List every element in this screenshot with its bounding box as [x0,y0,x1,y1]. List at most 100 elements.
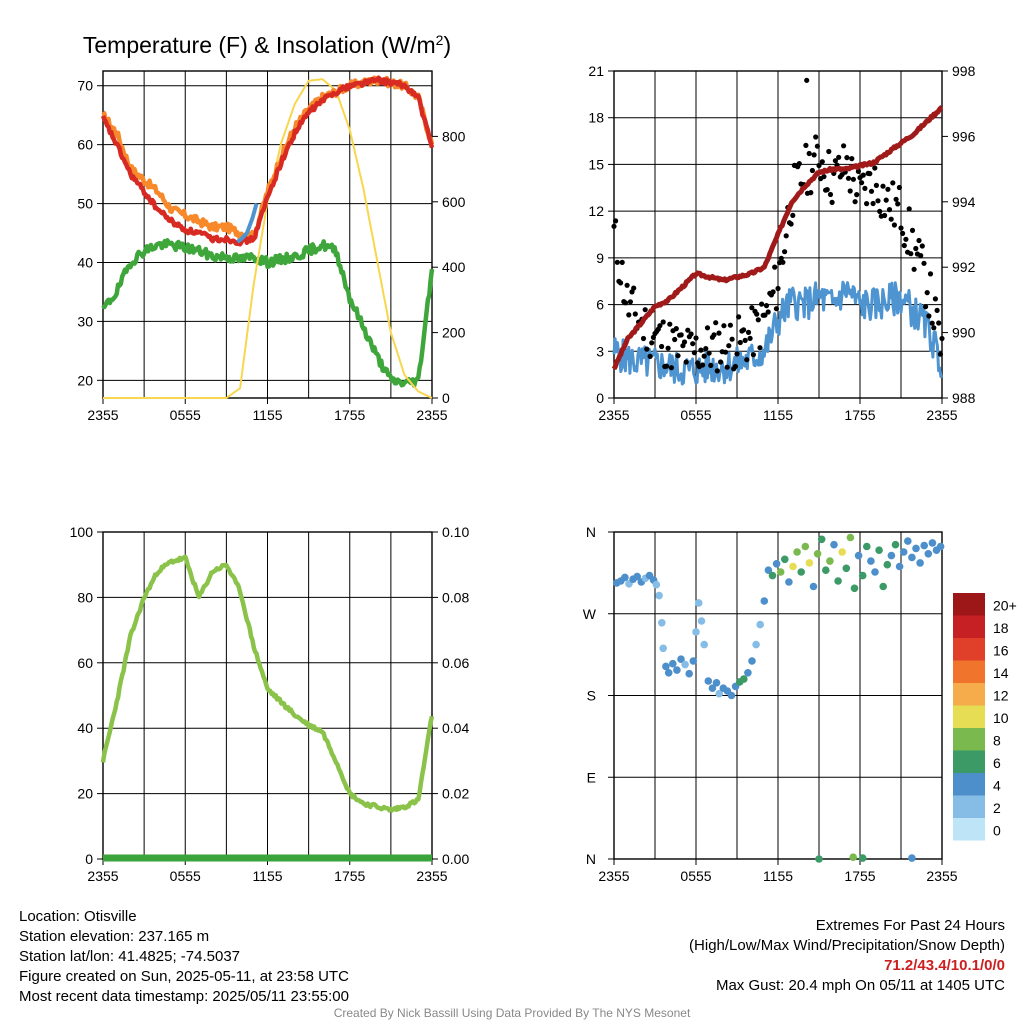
gust-point [913,245,919,252]
gust-point [929,320,935,326]
direction-point [809,582,818,591]
gust-point [708,362,714,368]
gust-point [714,368,720,374]
gust-point [932,296,939,302]
gust-point [690,341,696,347]
gust-point [693,335,699,341]
gust-point [741,327,747,333]
rh-xtick: 1755 [334,868,365,884]
gust-point [762,312,768,318]
gust-point [672,336,678,343]
gust-point [896,184,903,191]
gust-point [852,199,858,205]
direction-point [850,584,859,593]
extremes-title: Extremes For Past 24 Hours [815,917,1005,934]
direction-point [760,597,769,605]
gust-point [749,305,755,311]
temp-ytick-left: 20 [77,372,93,388]
direction-point [712,679,721,687]
direction-point [785,578,793,586]
direction-point [863,542,871,551]
rh-ytick-left: 100 [70,524,94,540]
direction-point [891,540,900,549]
gust-point [742,337,748,343]
gust-point [744,357,750,363]
temp-xtick: 1155 [252,407,282,423]
colorbar-swatch [953,705,985,728]
gust-point [681,339,688,345]
gust-point [854,192,860,198]
direction-point [875,546,883,554]
direction-point [655,591,663,600]
insolation-ytick-right: 800 [442,128,466,144]
gust-point [882,212,888,219]
gust-point [809,167,816,174]
temp-ytick-left: 50 [77,196,93,212]
gust-point [657,323,663,329]
gust-point [868,188,875,194]
gust-point [763,303,770,309]
gust-point [875,198,881,204]
gust-point [931,325,937,331]
gust-point [939,335,945,342]
colorbar-label: 14 [993,665,1009,681]
temp-ytick-left: 30 [77,313,93,329]
gust-point [678,332,684,338]
gust-point [926,313,932,319]
gust-point [898,225,904,231]
temp-xtick: 2355 [87,407,118,423]
direction-point [887,551,896,560]
direction-point [883,560,892,569]
colorbar-label: 4 [993,777,1001,793]
gust-point [893,196,899,202]
direction-point [849,853,857,861]
gust-point [765,309,771,315]
gust-point [665,345,671,351]
direction-point [673,666,681,674]
gust-point [711,332,717,338]
gust-point [675,353,681,359]
gust-point [877,208,883,214]
direction-point [867,557,875,565]
gust-point [614,259,620,265]
rh-xtick: 1155 [252,868,282,884]
colorbar-label: 6 [993,755,1001,771]
winds-xtick: 0555 [680,407,711,423]
gust-point [627,299,634,305]
rh-ytick-left: 40 [77,720,93,736]
direction-point [658,619,666,627]
direction-point [813,550,822,558]
temp-title-sup: 2 [436,32,444,48]
gust-point [909,227,916,233]
gust-point [668,365,675,371]
colorbar-label: 0 [993,822,1001,838]
gust-point [773,306,780,312]
direction-point [748,657,756,665]
colorbar-swatch [953,795,985,818]
dir-ytick: E [587,769,596,785]
temp-ytick-left: 60 [77,137,93,153]
gust-point [691,350,698,356]
direction-point [916,559,924,567]
gust-point [836,154,842,160]
gust-point [659,343,665,350]
direction-point [797,568,805,576]
gust-point [650,334,657,340]
pressure-ytick-right: 996 [952,128,976,144]
gust-point [757,345,763,351]
insolation-ytick-right: 400 [442,259,466,275]
colorbar-label: 10 [993,710,1009,726]
gust-point [754,311,760,317]
gust-point [859,180,865,186]
temp-xtick: 0555 [170,407,201,423]
gust-point [870,200,876,207]
gust-point [775,285,781,292]
winds-ytick-left: 3 [596,343,604,359]
direction-point [681,660,689,669]
direction-point [815,855,823,863]
gust-point [716,330,722,336]
direction-point [793,548,801,556]
direction-point [854,551,863,560]
gust-point [667,321,673,327]
gust-point [806,150,812,157]
